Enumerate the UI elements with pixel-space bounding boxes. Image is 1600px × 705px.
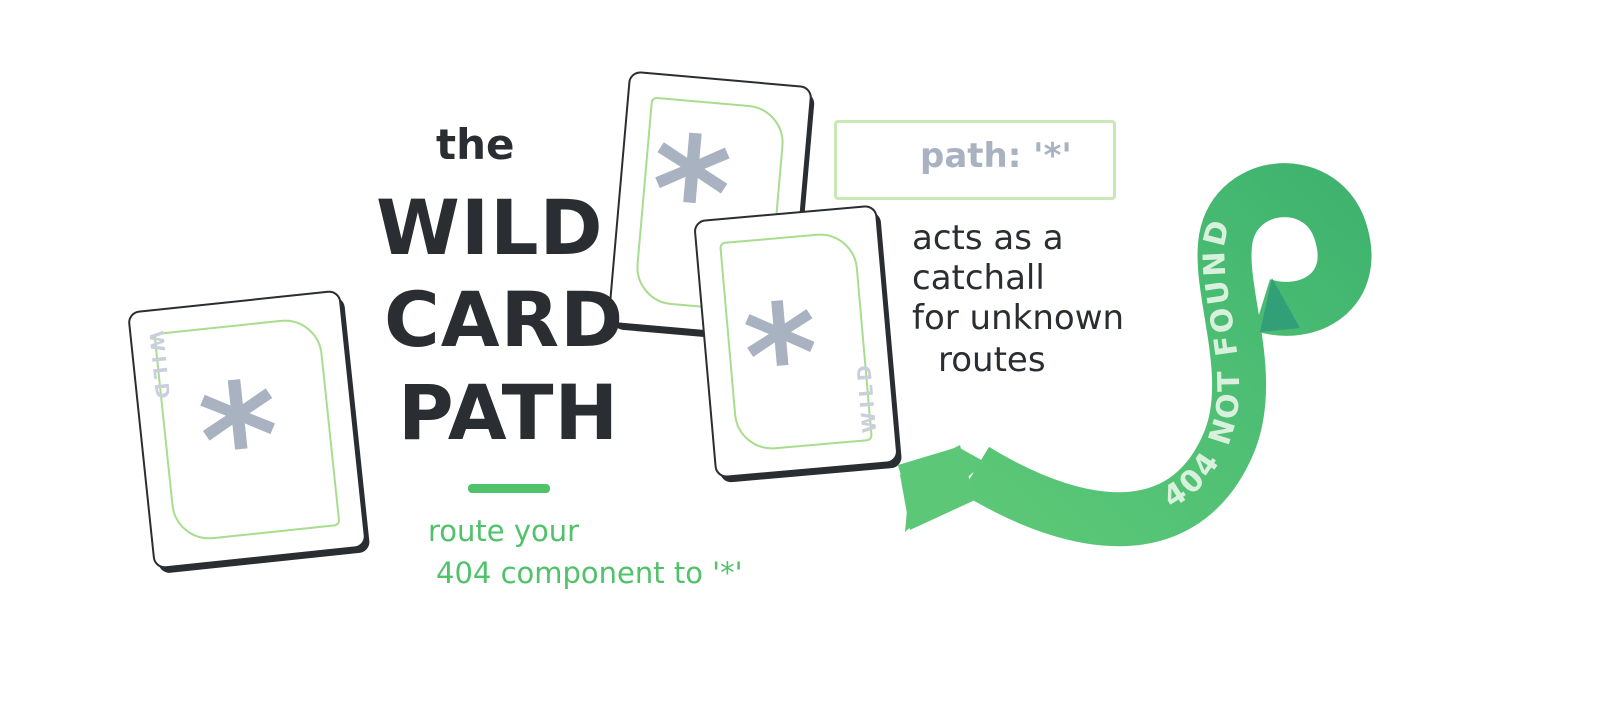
description-line-4: routes xyxy=(938,340,1046,380)
description-line-2: catchall xyxy=(912,258,1045,298)
wild-card-left: WILD * xyxy=(127,289,367,570)
path-snippet: path: '*' xyxy=(920,136,1072,176)
wild-card-bottom: * WILD xyxy=(693,204,899,479)
asterisk-icon: * xyxy=(192,349,289,531)
asterisk-icon: * xyxy=(738,272,826,442)
description-line-3: for unknown xyxy=(912,298,1125,338)
description-line-1: acts as a xyxy=(912,218,1064,258)
title-card: CARD xyxy=(384,275,625,364)
title-wild: WILD xyxy=(376,183,604,272)
not-found-arrow-icon: 404 NOT FOUND xyxy=(898,163,1372,547)
subtitle-line-1: route your xyxy=(428,514,580,548)
subtitle-line-2: 404 component to '*' xyxy=(436,556,743,590)
title-underline xyxy=(468,484,550,493)
title-path: PATH xyxy=(398,368,620,457)
card-word-label: WILD xyxy=(853,360,882,434)
path-snippet-box xyxy=(834,120,1116,200)
title-the: the xyxy=(436,120,515,169)
